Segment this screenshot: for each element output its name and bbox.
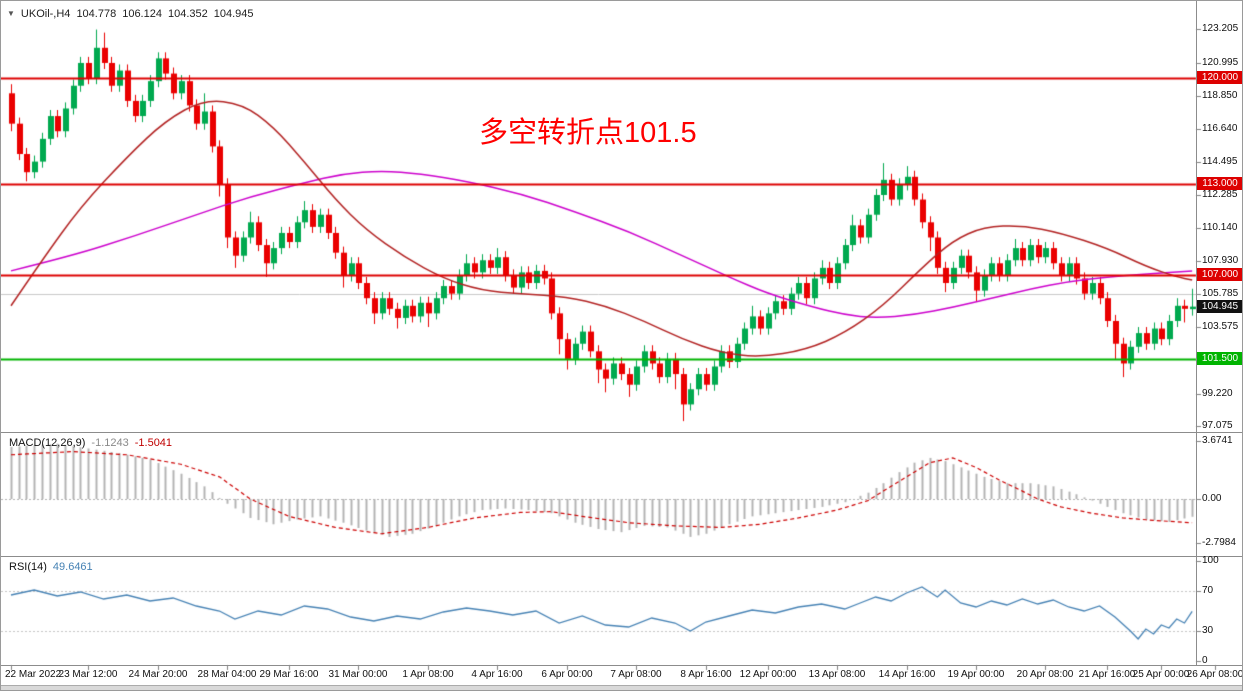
panel-separator-rsi[interactable] <box>1 556 1242 557</box>
macd-signal-value: -1.5041 <box>134 437 173 449</box>
time-axis-label: 13 Apr 08:00 <box>808 669 866 680</box>
price-axis-label: 107.930 <box>1202 255 1239 267</box>
symbol-period-label: UKOil-,H4 <box>20 8 71 20</box>
chart-expander-icon[interactable]: ▼ <box>7 9 15 18</box>
ohlc-low-value: 104.352 <box>167 8 208 20</box>
ohlc-high-value: 106.124 <box>122 8 162 20</box>
price-axis-label: 120.995 <box>1202 57 1239 69</box>
rsi-axis-label: 100 <box>1202 555 1219 566</box>
rsi-value: 49.6461 <box>52 561 93 573</box>
price-axis-label: 112.285 <box>1202 189 1238 201</box>
rsi-axis-label: 30 <box>1202 625 1214 636</box>
price-axis-label: 99.220 <box>1202 387 1233 399</box>
time-axis-label: 29 Mar 16:00 <box>259 669 319 680</box>
time-axis-label: 14 Apr 16:00 <box>878 669 936 680</box>
time-axis-label: 7 Apr 08:00 <box>610 669 662 680</box>
horizontal-scrollbar[interactable] <box>1 685 1242 690</box>
price-axis-label: 118.850 <box>1202 89 1238 101</box>
time-axis-label: 21 Apr 16:00 <box>1078 669 1136 680</box>
rsi-axis-label: 70 <box>1202 585 1214 596</box>
time-axis-label: 24 Mar 20:00 <box>128 669 188 680</box>
macd-label-name: MACD(12,26,9) <box>9 437 86 449</box>
price-axis-label: 123.205 <box>1202 23 1239 35</box>
current-price-tag: 104.945 <box>1197 300 1242 313</box>
price-axis-label: 116.640 <box>1202 123 1238 135</box>
time-axis-label: 12 Apr 00:00 <box>739 669 797 680</box>
time-axis-label: 20 Apr 08:00 <box>1016 669 1074 680</box>
time-axis-label: 6 Apr 00:00 <box>541 669 593 680</box>
time-axis-label: 25 Apr 00:00 <box>1132 669 1190 680</box>
ohlc-close-value: 104.945 <box>213 8 254 20</box>
time-axis-label: 31 Mar 00:00 <box>328 669 388 680</box>
rsi-axis-label: 0 <box>1202 655 1208 666</box>
time-axis-label: 1 Apr 08:00 <box>402 669 454 680</box>
price-axis-label: 114.495 <box>1202 155 1238 167</box>
time-axis-label: 23 Mar 12:00 <box>58 669 118 680</box>
price-axis-label: 103.575 <box>1202 321 1239 333</box>
price-axis-label: 105.785 <box>1202 287 1239 299</box>
price-axis-label: 110.140 <box>1202 221 1238 233</box>
macd-axis-label: -2.7984 <box>1202 537 1236 549</box>
rsi-indicator-label: RSI(14) 49.6461 <box>9 561 93 573</box>
macd-axis-label: 0.00 <box>1202 493 1222 504</box>
hline-tag-101-5[interactable]: 101.500 <box>1197 352 1242 365</box>
macd-indicator-label: MACD(12,26,9) -1.1243 -1.5041 <box>9 437 172 449</box>
time-axis-label: 28 Mar 04:00 <box>197 669 257 680</box>
hline-tag-113[interactable]: 113.000 <box>1197 177 1242 190</box>
macd-main-value: -1.1243 <box>91 437 129 449</box>
chart-header: ▼ UKOil-,H4 104.778 106.124 104.352 104.… <box>7 8 254 20</box>
price-axis-label: 97.075 <box>1202 420 1233 432</box>
time-axis-line <box>1 665 1242 666</box>
time-axis-label: 26 Apr 08:00 <box>1186 669 1243 680</box>
pivot-annotation-text[interactable]: 多空转折点101.5 <box>479 117 697 149</box>
price-axis-separator <box>1196 1 1197 665</box>
time-axis-label: 19 Apr 00:00 <box>947 669 1005 680</box>
hline-tag-107[interactable]: 107.000 <box>1197 268 1242 281</box>
rsi-label-name: RSI(14) <box>9 561 47 573</box>
ohlc-open-value: 104.778 <box>76 8 117 20</box>
time-axis-label: 4 Apr 16:00 <box>471 669 523 680</box>
panel-separator-macd[interactable] <box>1 432 1242 433</box>
time-axis-label: 8 Apr 16:00 <box>680 669 732 680</box>
hline-tag-120[interactable]: 120.000 <box>1197 71 1242 84</box>
macd-axis-label: 3.6741 <box>1202 434 1233 446</box>
time-axis-label: 22 Mar 2022 <box>5 669 62 680</box>
